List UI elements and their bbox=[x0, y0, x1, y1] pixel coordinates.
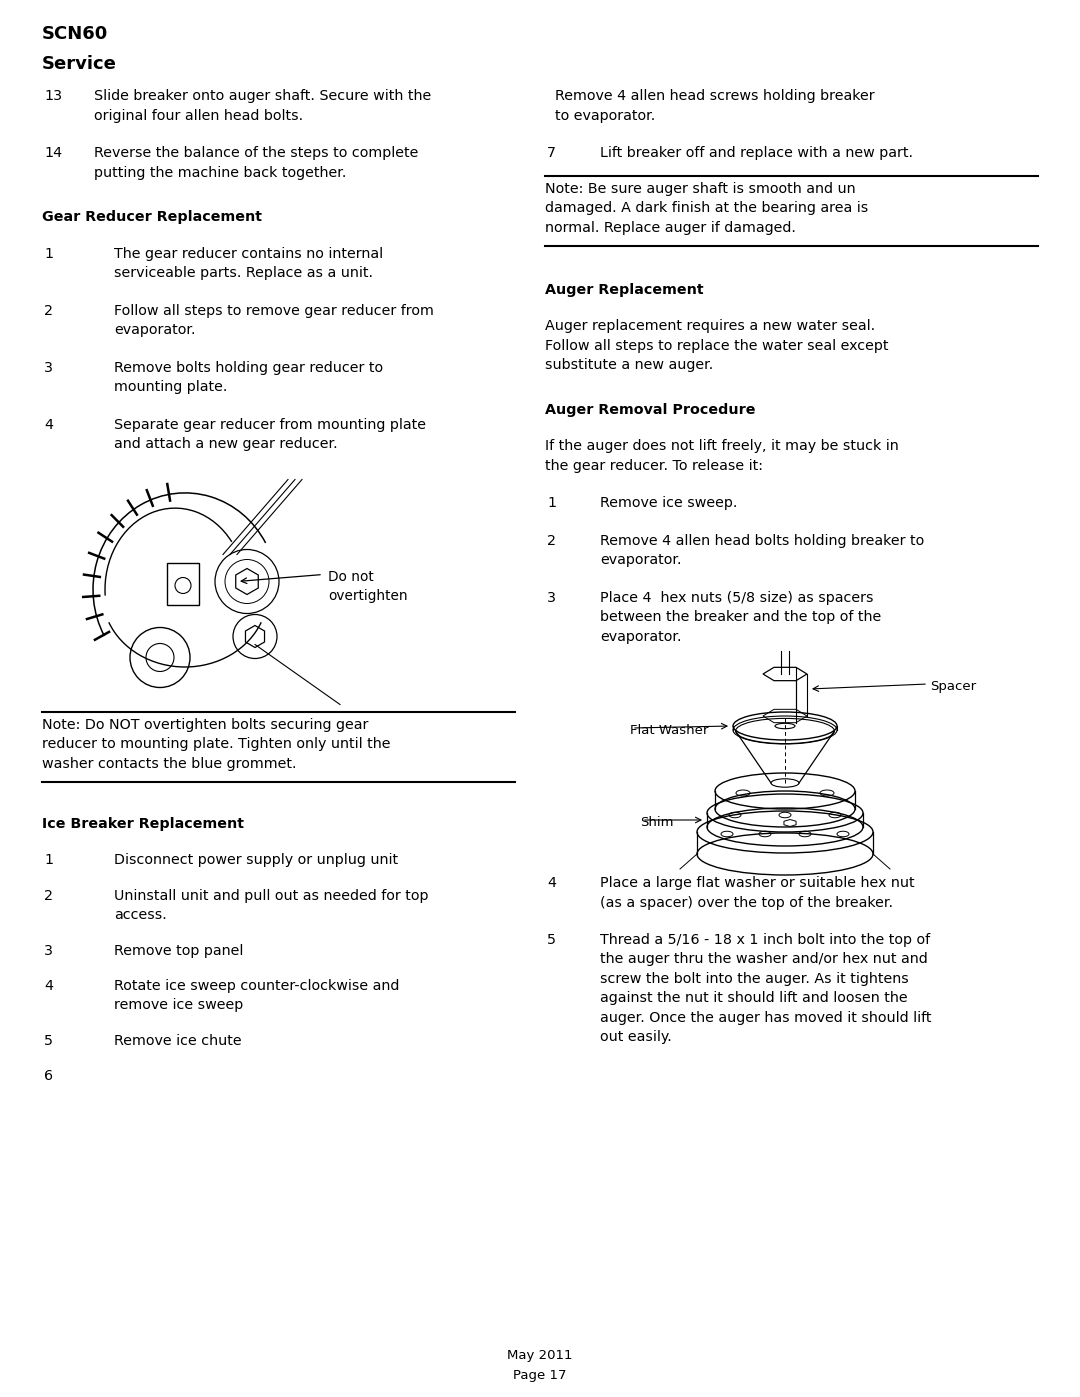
Text: evaporator.: evaporator. bbox=[600, 553, 681, 567]
Text: Place 4  hex nuts (5/8 size) as spacers: Place 4 hex nuts (5/8 size) as spacers bbox=[600, 591, 874, 605]
Text: 14: 14 bbox=[44, 147, 63, 161]
Text: the auger thru the washer and/or hex nut and: the auger thru the washer and/or hex nut… bbox=[600, 953, 928, 967]
Text: Slide breaker onto auger shaft. Secure with the: Slide breaker onto auger shaft. Secure w… bbox=[94, 89, 431, 103]
Text: out easily.: out easily. bbox=[600, 1031, 672, 1045]
Text: 1: 1 bbox=[546, 496, 556, 510]
Text: Remove ice sweep.: Remove ice sweep. bbox=[600, 496, 738, 510]
Text: Auger replacement requires a new water seal.: Auger replacement requires a new water s… bbox=[545, 319, 875, 332]
Text: Remove ice chute: Remove ice chute bbox=[114, 1034, 242, 1048]
Text: Thread a 5/16 - 18 x 1 inch bolt into the top of: Thread a 5/16 - 18 x 1 inch bolt into th… bbox=[600, 933, 930, 947]
Text: If the auger does not lift freely, it may be stuck in: If the auger does not lift freely, it ma… bbox=[545, 439, 899, 453]
Text: putting the machine back together.: putting the machine back together. bbox=[94, 165, 347, 179]
Text: Rotate ice sweep counter-clockwise and: Rotate ice sweep counter-clockwise and bbox=[114, 979, 400, 993]
Text: Shim: Shim bbox=[640, 816, 674, 828]
Text: 4: 4 bbox=[44, 979, 53, 993]
Text: mounting plate.: mounting plate. bbox=[114, 380, 228, 394]
Text: original four allen head bolts.: original four allen head bolts. bbox=[94, 109, 303, 123]
Text: Service: Service bbox=[42, 54, 117, 73]
Text: damaged. A dark finish at the bearing area is: damaged. A dark finish at the bearing ar… bbox=[545, 201, 868, 215]
Text: Place a large flat washer or suitable hex nut: Place a large flat washer or suitable he… bbox=[600, 876, 915, 890]
Text: Auger Replacement: Auger Replacement bbox=[545, 282, 704, 296]
Text: Remove top panel: Remove top panel bbox=[114, 943, 243, 957]
Text: 5: 5 bbox=[44, 1034, 53, 1048]
Text: Note: Be sure auger shaft is smooth and un: Note: Be sure auger shaft is smooth and … bbox=[545, 182, 855, 196]
Text: between the breaker and the top of the: between the breaker and the top of the bbox=[600, 610, 881, 624]
Text: 3: 3 bbox=[44, 943, 53, 957]
Text: the gear reducer. To release it:: the gear reducer. To release it: bbox=[545, 458, 762, 472]
Text: 7: 7 bbox=[546, 147, 556, 161]
Text: 3: 3 bbox=[546, 591, 556, 605]
Text: Remove bolts holding gear reducer to: Remove bolts holding gear reducer to bbox=[114, 360, 383, 374]
Text: Disconnect power supply or unplug unit: Disconnect power supply or unplug unit bbox=[114, 854, 399, 868]
Text: May 2011: May 2011 bbox=[508, 1350, 572, 1362]
Text: Remove 4 allen head screws holding breaker: Remove 4 allen head screws holding break… bbox=[555, 89, 875, 103]
Text: Ice Breaker Replacement: Ice Breaker Replacement bbox=[42, 816, 244, 830]
Text: Uninstall unit and pull out as needed for top: Uninstall unit and pull out as needed fo… bbox=[114, 888, 429, 902]
Text: screw the bolt into the auger. As it tightens: screw the bolt into the auger. As it tig… bbox=[600, 972, 908, 986]
Text: Gear Reducer Replacement: Gear Reducer Replacement bbox=[42, 210, 262, 224]
Text: Flat Washer: Flat Washer bbox=[630, 724, 708, 738]
Text: auger. Once the auger has moved it should lift: auger. Once the auger has moved it shoul… bbox=[600, 1011, 931, 1025]
Text: evaporator.: evaporator. bbox=[114, 323, 195, 337]
Text: evaporator.: evaporator. bbox=[600, 630, 681, 644]
Text: Note: Do NOT overtighten bolts securing gear: Note: Do NOT overtighten bolts securing … bbox=[42, 718, 368, 732]
Text: washer contacts the blue grommet.: washer contacts the blue grommet. bbox=[42, 757, 297, 771]
Text: Lift breaker off and replace with a new part.: Lift breaker off and replace with a new … bbox=[600, 147, 913, 161]
Text: Separate gear reducer from mounting plate: Separate gear reducer from mounting plat… bbox=[114, 418, 426, 432]
Text: to evaporator.: to evaporator. bbox=[555, 109, 656, 123]
Text: serviceable parts. Replace as a unit.: serviceable parts. Replace as a unit. bbox=[114, 265, 373, 279]
Text: (as a spacer) over the top of the breaker.: (as a spacer) over the top of the breake… bbox=[600, 895, 893, 909]
Text: Follow all steps to replace the water seal except: Follow all steps to replace the water se… bbox=[545, 338, 889, 352]
Text: SCN60: SCN60 bbox=[42, 25, 108, 43]
Text: The gear reducer contains no internal: The gear reducer contains no internal bbox=[114, 246, 383, 260]
Text: reducer to mounting plate. Tighten only until the: reducer to mounting plate. Tighten only … bbox=[42, 738, 391, 752]
Text: 1: 1 bbox=[44, 854, 53, 868]
Text: 5: 5 bbox=[546, 933, 556, 947]
Text: 3: 3 bbox=[44, 360, 53, 374]
Text: 4: 4 bbox=[44, 418, 53, 432]
Text: and attach a new gear reducer.: and attach a new gear reducer. bbox=[114, 437, 338, 451]
Text: Page 17: Page 17 bbox=[513, 1369, 567, 1382]
Text: 4: 4 bbox=[546, 876, 556, 890]
Text: Do not: Do not bbox=[328, 570, 374, 584]
Text: access.: access. bbox=[114, 908, 166, 922]
Text: 2: 2 bbox=[546, 534, 556, 548]
Text: overtighten: overtighten bbox=[328, 588, 407, 602]
Text: Reverse the balance of the steps to complete: Reverse the balance of the steps to comp… bbox=[94, 147, 418, 161]
Text: 2: 2 bbox=[44, 303, 53, 317]
Text: 13: 13 bbox=[44, 89, 63, 103]
Text: 6: 6 bbox=[44, 1070, 53, 1084]
Text: normal. Replace auger if damaged.: normal. Replace auger if damaged. bbox=[545, 221, 796, 235]
Text: substitute a new auger.: substitute a new auger. bbox=[545, 358, 713, 372]
Text: Auger Removal Procedure: Auger Removal Procedure bbox=[545, 402, 756, 416]
Text: Follow all steps to remove gear reducer from: Follow all steps to remove gear reducer … bbox=[114, 303, 434, 317]
Text: 1: 1 bbox=[44, 246, 53, 260]
Text: remove ice sweep: remove ice sweep bbox=[114, 999, 243, 1013]
Text: Remove 4 allen head bolts holding breaker to: Remove 4 allen head bolts holding breake… bbox=[600, 534, 924, 548]
Text: against the nut it should lift and loosen the: against the nut it should lift and loose… bbox=[600, 992, 907, 1006]
Text: 2: 2 bbox=[44, 888, 53, 902]
Text: Spacer: Spacer bbox=[930, 680, 976, 693]
